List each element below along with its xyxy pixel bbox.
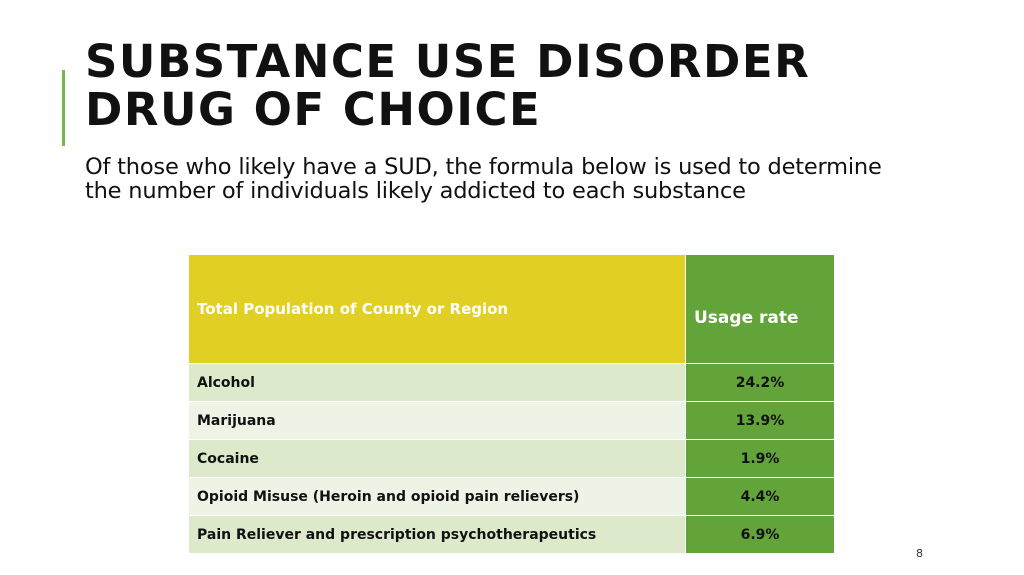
header-population: Total Population of County or Region <box>188 254 686 364</box>
table-row: Marijuana 13.9% <box>188 401 835 440</box>
header-usage-rate: Usage rate <box>685 254 835 364</box>
table-row: Pain Reliever and prescription psychothe… <box>188 515 835 554</box>
slide-title-line-1: SUBSTANCE USE DISORDER <box>85 35 811 88</box>
slide-title-line-2: DRUG OF CHOICE <box>85 83 542 136</box>
table-row: Opioid Misuse (Heroin and opioid pain re… <box>188 477 835 516</box>
rate-cell: 13.9% <box>685 401 835 440</box>
rate-cell: 4.4% <box>685 477 835 516</box>
table-row: Cocaine 1.9% <box>188 439 835 478</box>
usage-rate-table: Total Population of County or Region Usa… <box>188 254 835 554</box>
substance-cell: Marijuana <box>188 401 686 440</box>
slide-subtitle: Of those who likely have a SUD, the form… <box>85 154 882 204</box>
rate-cell: 6.9% <box>685 515 835 554</box>
title-accent-bar <box>62 70 65 146</box>
substance-cell: Alcohol <box>188 363 686 402</box>
slide-title: SUBSTANCE USE DISORDER DRUG OF CHOICE <box>85 38 810 134</box>
substance-cell: Pain Reliever and prescription psychothe… <box>188 515 686 554</box>
rate-cell: 1.9% <box>685 439 835 478</box>
rate-cell: 24.2% <box>685 363 835 402</box>
table-header-row: Total Population of County or Region Usa… <box>188 254 835 364</box>
page-number: 8 <box>916 547 923 560</box>
table-row: Alcohol 24.2% <box>188 363 835 402</box>
substance-cell: Cocaine <box>188 439 686 478</box>
substance-cell: Opioid Misuse (Heroin and opioid pain re… <box>188 477 686 516</box>
